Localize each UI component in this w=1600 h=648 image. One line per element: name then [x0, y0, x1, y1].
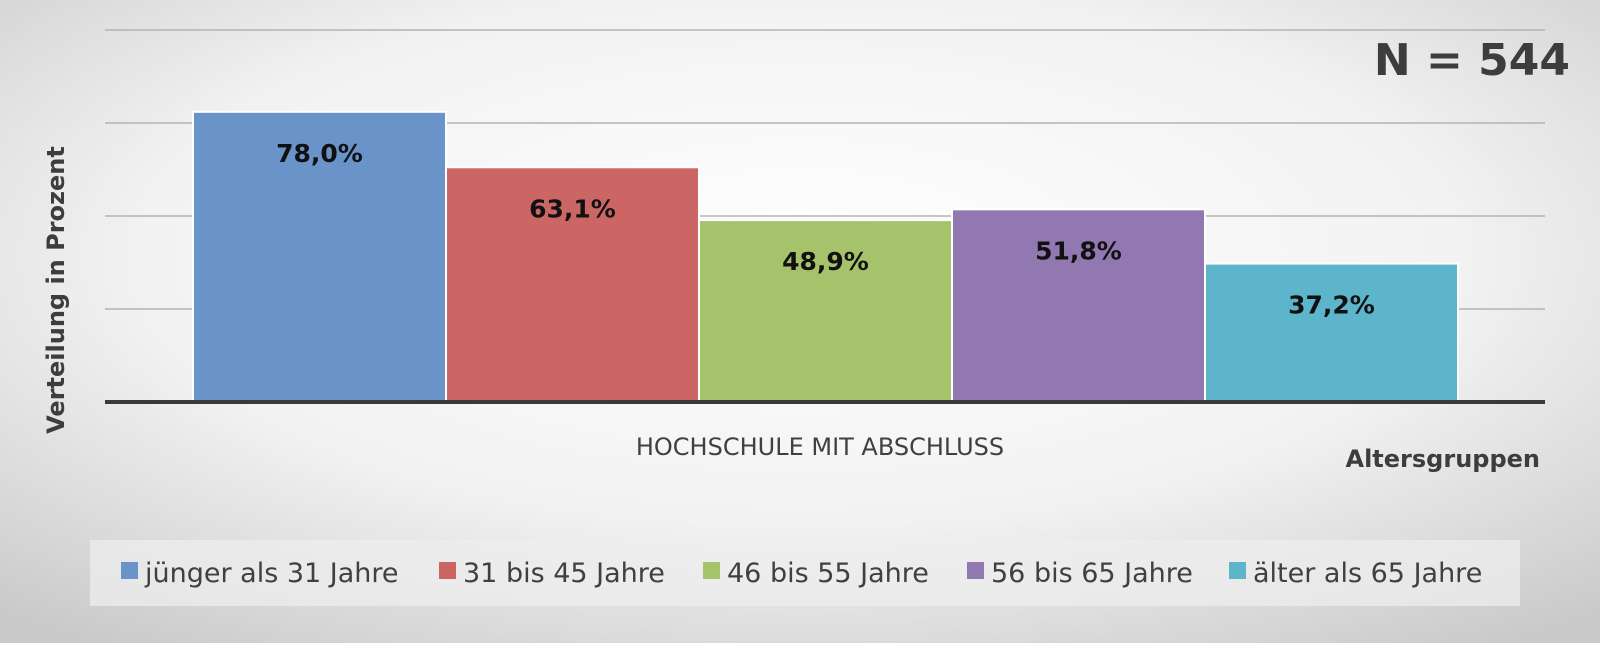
bar	[192, 110, 447, 403]
legend-swatch	[1229, 562, 1246, 579]
legend-item: 31 bis 45 Jahre	[439, 558, 665, 589]
legend-item: 46 bis 55 Jahre	[703, 558, 929, 589]
data-label: 37,2%	[1288, 291, 1375, 320]
legend-swatch	[967, 562, 984, 579]
legend-item: 56 bis 65 Jahre	[967, 558, 1193, 589]
legend-label: 56 bis 65 Jahre	[991, 558, 1193, 589]
data-label: 48,9%	[782, 247, 869, 276]
bar	[445, 166, 700, 403]
data-label: 78,0%	[276, 139, 363, 168]
data-label: 51,8%	[1035, 236, 1122, 265]
bar	[951, 208, 1206, 403]
legend-swatch	[121, 562, 138, 579]
legend-label: 31 bis 45 Jahre	[463, 558, 665, 589]
data-label: 63,1%	[529, 194, 616, 223]
bar	[1204, 262, 1459, 403]
y-axis-label: Verteilung in Prozent	[42, 146, 70, 434]
legend-swatch	[439, 562, 456, 579]
legend: jünger als 31 Jahre 31 bis 45 Jahre 46 bis…	[121, 558, 1482, 589]
x-axis-label: Altersgruppen	[1346, 445, 1541, 473]
data-labels: 78,0% 63,1% 48,9% 51,8% 37,2%	[276, 139, 1375, 320]
legend-item: älter als 65 Jahre	[1229, 558, 1482, 589]
legend-label: älter als 65 Jahre	[1253, 558, 1482, 589]
category-label: HOCHSCHULE MIT ABSCHLUSS	[636, 433, 1004, 461]
legend-background	[90, 540, 1520, 606]
legend-label: 46 bis 55 Jahre	[727, 558, 929, 589]
legend-label: jünger als 31 Jahre	[144, 558, 399, 589]
sample-size-annotation: N = 544	[1374, 35, 1570, 86]
legend-swatch	[703, 562, 720, 579]
legend-item: jünger als 31 Jahre	[121, 558, 399, 589]
